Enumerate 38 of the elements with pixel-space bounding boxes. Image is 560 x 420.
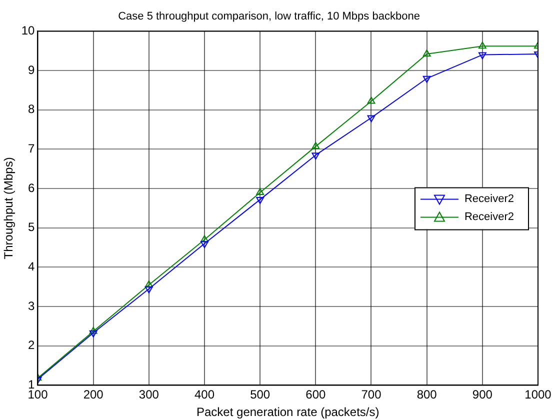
point [422, 76, 431, 83]
x-tick-label: 400 [194, 388, 215, 402]
x-tick-label: 200 [83, 388, 104, 402]
x-tick-label: 800 [416, 388, 438, 402]
y-tick-label: 6 [28, 180, 36, 195]
point [256, 197, 264, 204]
x-tick-label: 600 [306, 388, 326, 402]
x-tick-label: 700 [361, 388, 382, 402]
point [144, 286, 153, 294]
point [200, 235, 208, 242]
legend-label: Receiver2 [464, 211, 514, 224]
x-axis-title: Packet generation rate (packets/s) [196, 405, 380, 420]
x-tick-label: 1000 [524, 388, 552, 402]
x-tick-label: 500 [250, 388, 270, 402]
y-axis-title: Throughput (Mbps) [2, 157, 16, 260]
y-tick-label: 8 [28, 102, 36, 116]
point [367, 115, 376, 122]
point [367, 96, 376, 104]
point [200, 241, 208, 248]
chart-title: Case 5 throughput comparison, low traffic, 10 Mbps backbone [118, 10, 420, 23]
point [312, 152, 320, 160]
point [478, 52, 486, 60]
y-tick-label: 5 [28, 220, 36, 234]
point [256, 188, 264, 195]
y-tick-label: 4 [28, 260, 36, 274]
x-tick-label: 300 [138, 388, 160, 402]
y-tick-label: 9 [28, 62, 36, 77]
y-tick-label: 10 [21, 24, 36, 38]
x-tick-label: 100 [28, 388, 48, 402]
legend-label: Receiver2 [464, 193, 514, 206]
point [422, 50, 431, 57]
y-tick-label: 2 [28, 338, 36, 352]
y-tick-label: 7 [28, 142, 36, 156]
point [312, 142, 320, 149]
point [89, 330, 98, 338]
x-tick-label: 900 [472, 388, 493, 402]
y-tick-label: 3 [28, 298, 36, 313]
point [478, 42, 486, 49]
